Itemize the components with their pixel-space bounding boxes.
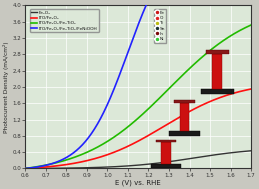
ITO/Fe₂O₃/Fe₂TiO₅ bbox=[64, 159, 67, 161]
Legend: Fe, O, Ti, Sn, In, Ni: Fe, O, Ti, Sn, In, Ni bbox=[154, 9, 167, 43]
Fe₂O₃ bbox=[194, 157, 197, 159]
Fe₂O₃ bbox=[64, 167, 67, 169]
ITO/Fe₂O₃/Fe₂TiO₅ bbox=[194, 62, 197, 64]
Line: ITO/Fe₂O₃/Fe₂TiO₅/FeNiOOH: ITO/Fe₂O₃/Fe₂TiO₅/FeNiOOH bbox=[25, 0, 251, 168]
ITO/Fe₂O₃ bbox=[250, 88, 253, 90]
FancyBboxPatch shape bbox=[206, 50, 228, 53]
FancyBboxPatch shape bbox=[156, 139, 176, 143]
ITO/Fe₂O₃ bbox=[24, 167, 27, 170]
Line: ITO/Fe₂O₃: ITO/Fe₂O₃ bbox=[25, 89, 251, 168]
ITO/Fe₂O₃ bbox=[157, 129, 160, 131]
Fe₂O₃ bbox=[126, 165, 129, 167]
ITO/Fe₂O₃/Fe₂TiO₅/FeNiOOH bbox=[82, 143, 85, 145]
X-axis label: E (V) vs. RHE: E (V) vs. RHE bbox=[115, 179, 161, 186]
ITO/Fe₂O₃/Fe₂TiO₅ bbox=[126, 126, 129, 128]
FancyBboxPatch shape bbox=[212, 53, 222, 89]
FancyBboxPatch shape bbox=[174, 100, 195, 103]
Fe₂O₃ bbox=[157, 162, 160, 164]
FancyBboxPatch shape bbox=[179, 103, 189, 131]
ITO/Fe₂O₃/Fe₂TiO₅ bbox=[175, 81, 178, 83]
ITO/Fe₂O₃ bbox=[126, 145, 129, 148]
ITO/Fe₂O₃ bbox=[82, 160, 85, 163]
FancyBboxPatch shape bbox=[151, 164, 181, 168]
ITO/Fe₂O₃/Fe₂TiO₅ bbox=[250, 24, 253, 26]
Fe₂O₃ bbox=[175, 160, 178, 162]
ITO/Fe₂O₃/Fe₂TiO₅ bbox=[82, 153, 85, 155]
FancyBboxPatch shape bbox=[161, 143, 170, 164]
ITO/Fe₂O₃/Fe₂TiO₅/FeNiOOH bbox=[24, 167, 27, 170]
ITO/Fe₂O₃/Fe₂TiO₅ bbox=[157, 98, 160, 100]
ITO/Fe₂O₃/Fe₂TiO₅/FeNiOOH bbox=[64, 157, 67, 159]
ITO/Fe₂O₃ bbox=[64, 164, 67, 166]
Line: Fe₂O₃: Fe₂O₃ bbox=[25, 151, 251, 168]
Fe₂O₃ bbox=[250, 150, 253, 152]
Y-axis label: Photocurrent Density (mA/cm²): Photocurrent Density (mA/cm²) bbox=[3, 41, 10, 133]
ITO/Fe₂O₃/Fe₂TiO₅/FeNiOOH bbox=[126, 53, 129, 55]
FancyBboxPatch shape bbox=[201, 89, 234, 94]
Fe₂O₃ bbox=[24, 167, 27, 170]
ITO/Fe₂O₃ bbox=[175, 118, 178, 120]
Line: ITO/Fe₂O₃/Fe₂TiO₅: ITO/Fe₂O₃/Fe₂TiO₅ bbox=[25, 25, 251, 168]
FancyBboxPatch shape bbox=[169, 131, 200, 136]
ITO/Fe₂O₃ bbox=[194, 107, 197, 110]
Fe₂O₃ bbox=[82, 167, 85, 169]
ITO/Fe₂O₃/Fe₂TiO₅ bbox=[24, 167, 27, 170]
